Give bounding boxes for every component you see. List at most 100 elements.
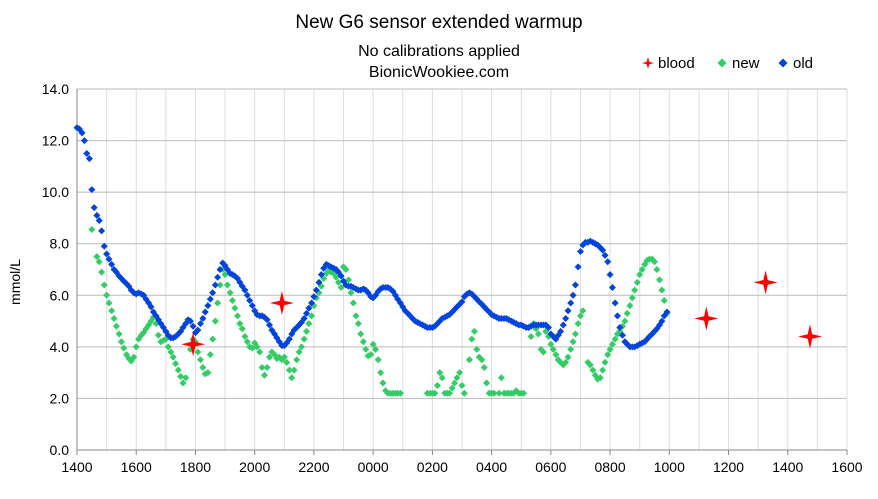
new-point	[436, 369, 444, 377]
x-tick-label: 1600	[121, 459, 152, 475]
new-point	[579, 307, 587, 315]
old-point	[88, 186, 96, 194]
new-point	[228, 296, 236, 304]
old-point	[83, 149, 91, 157]
old-point	[196, 320, 204, 328]
new-point	[303, 327, 311, 335]
new-point	[347, 289, 355, 297]
new-point	[231, 304, 239, 312]
new-point	[651, 258, 658, 266]
new-point	[290, 366, 298, 374]
y-tick-label: 14.0	[42, 81, 69, 97]
new-point	[263, 363, 271, 371]
new-point	[354, 320, 362, 328]
new-point	[251, 339, 259, 347]
new-point	[497, 374, 505, 382]
blood-point	[694, 306, 719, 331]
y-tick-label: 12.0	[42, 133, 69, 149]
old-point	[214, 273, 222, 281]
legend: blood new old	[642, 55, 813, 72]
new-point	[243, 338, 251, 346]
old-point	[105, 255, 113, 263]
old-point	[201, 308, 209, 316]
series-blood	[181, 270, 822, 357]
new-point	[115, 330, 123, 338]
new-point	[266, 353, 273, 361]
new-point	[552, 351, 560, 359]
old-point	[303, 309, 311, 317]
x-tick-label: 0000	[358, 459, 389, 475]
new-point	[352, 312, 360, 320]
new-point	[103, 291, 111, 299]
legend-blood-label: blood	[658, 55, 695, 72]
y-tick-label: 8.0	[50, 236, 70, 252]
new-point	[167, 348, 175, 356]
new-point	[458, 382, 466, 390]
old-point	[80, 137, 88, 145]
old-point	[216, 266, 224, 273]
old-point	[90, 204, 98, 212]
new-point	[105, 299, 113, 307]
new-point	[221, 271, 229, 279]
new-point	[199, 363, 207, 371]
new-point	[438, 374, 446, 382]
old-point	[300, 314, 308, 322]
new-point	[490, 389, 498, 397]
old-point	[266, 321, 273, 329]
new-point	[234, 312, 242, 320]
legend-new-label: new	[732, 55, 760, 72]
new-point	[453, 374, 461, 382]
old-point	[100, 242, 108, 250]
new-point	[396, 389, 404, 397]
new-point	[571, 330, 579, 338]
old-point	[569, 291, 577, 299]
new-point	[480, 363, 488, 371]
new-point	[223, 281, 231, 289]
new-point	[335, 278, 343, 286]
new-point	[214, 299, 222, 307]
old-point	[312, 286, 320, 294]
new-point	[574, 320, 582, 328]
x-tick-label: 2200	[298, 459, 329, 475]
new-point	[288, 374, 296, 382]
new-point	[295, 348, 303, 356]
new-point	[608, 340, 616, 348]
new-point	[164, 343, 172, 351]
new-point	[236, 320, 244, 328]
blood-point	[798, 324, 822, 349]
new-point	[633, 278, 641, 286]
new-point	[226, 289, 234, 297]
old-point	[562, 314, 570, 322]
new-point	[337, 284, 345, 292]
new-point	[589, 366, 597, 374]
new-point	[586, 361, 594, 369]
new-point	[120, 344, 128, 352]
blood-point	[181, 332, 206, 357]
new-point	[631, 286, 639, 294]
new-point	[446, 389, 454, 397]
new-point	[285, 366, 293, 374]
old-point	[619, 331, 627, 339]
new-point	[95, 258, 103, 266]
y-tick-label: 10.0	[42, 184, 69, 200]
old-point	[248, 302, 256, 310]
new-point	[660, 296, 668, 304]
series-old	[73, 124, 671, 351]
x-tick-label: 0600	[535, 459, 566, 475]
new-point	[626, 302, 634, 310]
y-axis-label: mmol/L	[7, 259, 23, 305]
old-point	[308, 299, 316, 307]
new-point	[377, 369, 385, 377]
old-point	[85, 155, 93, 163]
new-point	[460, 389, 468, 397]
old-point	[616, 324, 624, 332]
new-point	[98, 268, 106, 276]
old-point	[103, 250, 111, 258]
new-point	[431, 389, 439, 397]
old-point	[310, 293, 318, 301]
old-point	[576, 247, 584, 255]
new-point	[527, 333, 535, 341]
old-point	[337, 272, 345, 280]
